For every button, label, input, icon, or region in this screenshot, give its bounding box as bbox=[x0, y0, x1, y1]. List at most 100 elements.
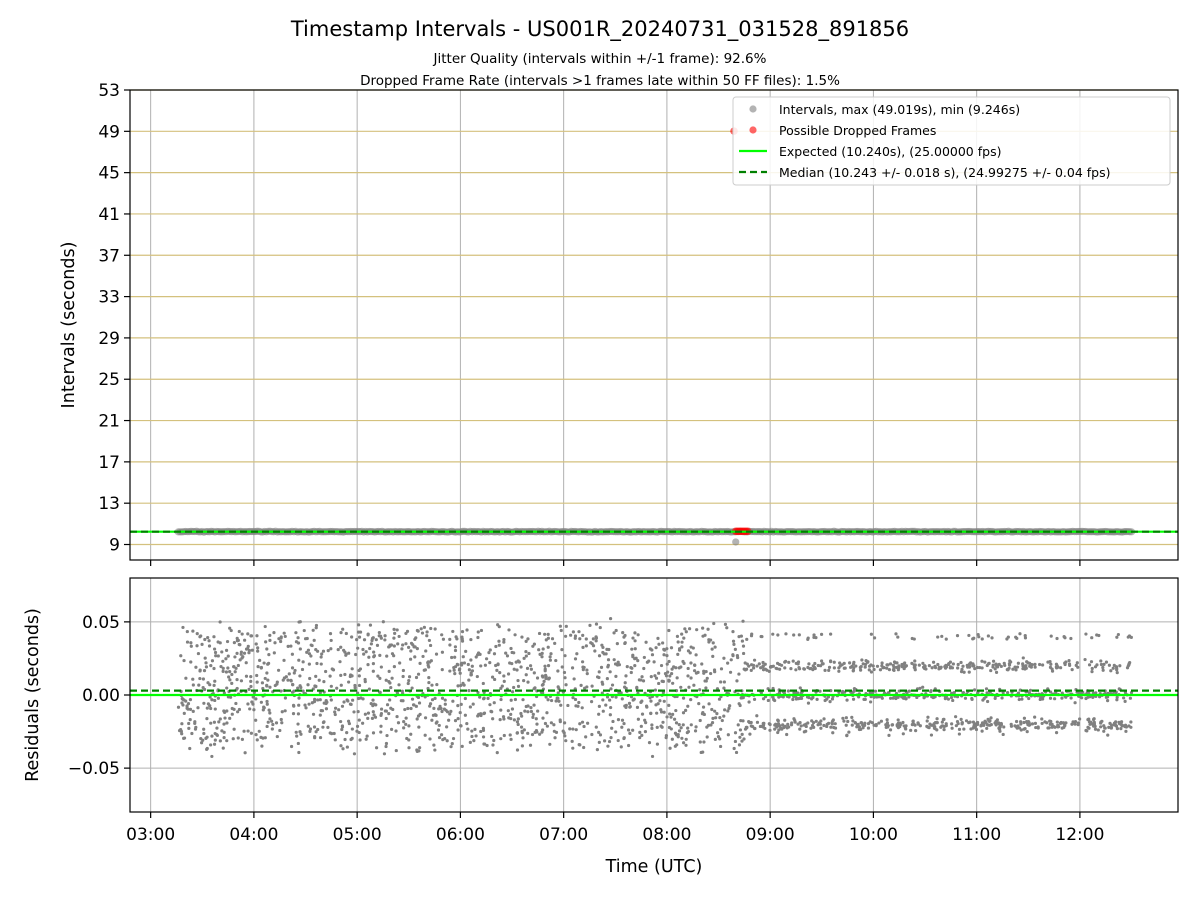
residual-point bbox=[872, 723, 876, 727]
residual-point bbox=[859, 668, 863, 672]
residual-point bbox=[776, 633, 780, 637]
residual-point bbox=[224, 670, 229, 674]
residual-point bbox=[640, 712, 645, 716]
residual-point bbox=[213, 731, 217, 736]
residual-point bbox=[717, 697, 722, 701]
residual-point bbox=[1030, 722, 1035, 726]
intervals-axes-frame bbox=[129, 89, 1179, 561]
residual-point bbox=[1033, 662, 1037, 666]
residual-point bbox=[655, 742, 660, 746]
residual-point bbox=[566, 703, 570, 708]
residual-point bbox=[752, 666, 756, 670]
residual-point bbox=[732, 746, 736, 751]
residual-point bbox=[669, 715, 673, 719]
residual-point bbox=[661, 720, 665, 724]
residuals-reference-lines bbox=[130, 689, 1178, 697]
residual-point bbox=[1106, 698, 1110, 703]
residual-point bbox=[962, 727, 966, 731]
residual-point bbox=[384, 716, 388, 721]
residual-point bbox=[785, 732, 789, 737]
residual-point bbox=[371, 698, 375, 702]
residual-point bbox=[506, 672, 511, 676]
residual-point bbox=[379, 634, 383, 638]
residual-point bbox=[1111, 666, 1115, 670]
residual-point bbox=[1102, 662, 1106, 666]
residual-point bbox=[282, 676, 287, 680]
residual-point bbox=[224, 657, 228, 661]
residual-point bbox=[536, 709, 540, 713]
residual-point bbox=[558, 720, 562, 724]
residual-point bbox=[349, 737, 353, 742]
residual-point bbox=[823, 668, 827, 672]
residual-point bbox=[311, 712, 316, 716]
residual-point bbox=[885, 718, 889, 722]
residual-point bbox=[466, 662, 470, 667]
residual-point bbox=[251, 702, 255, 706]
residual-point bbox=[509, 646, 513, 651]
residual-point bbox=[338, 660, 342, 664]
residual-point bbox=[460, 630, 465, 634]
residual-point bbox=[607, 739, 612, 744]
residual-point bbox=[312, 700, 317, 704]
residual-point bbox=[623, 633, 627, 638]
residual-point bbox=[467, 678, 471, 682]
residual-point bbox=[382, 752, 387, 756]
residual-point bbox=[1101, 668, 1105, 672]
residual-point bbox=[213, 679, 217, 683]
residual-point bbox=[649, 699, 653, 703]
residual-point bbox=[449, 709, 453, 713]
residual-point bbox=[279, 689, 283, 693]
residual-point bbox=[279, 639, 283, 644]
residual-point bbox=[736, 655, 740, 660]
residual-point bbox=[205, 706, 209, 710]
residual-point bbox=[1055, 720, 1059, 724]
residual-point bbox=[628, 705, 632, 709]
residual-point bbox=[357, 623, 361, 627]
residual-point bbox=[878, 668, 883, 672]
residual-point bbox=[236, 663, 240, 668]
residual-point bbox=[1048, 696, 1053, 700]
residual-point bbox=[455, 637, 459, 641]
residual-point bbox=[794, 661, 798, 665]
residual-point bbox=[644, 721, 648, 725]
residual-point bbox=[297, 750, 301, 755]
residual-point bbox=[198, 676, 202, 681]
residual-point bbox=[319, 655, 323, 659]
residual-point bbox=[540, 651, 544, 656]
residual-point bbox=[475, 674, 479, 679]
residual-point bbox=[370, 716, 375, 720]
residual-point bbox=[653, 688, 657, 692]
residual-point bbox=[947, 662, 951, 666]
residual-point bbox=[303, 703, 307, 707]
residual-point bbox=[356, 646, 360, 650]
residual-point bbox=[259, 700, 263, 704]
residual-point bbox=[619, 691, 623, 695]
residual-point bbox=[755, 664, 759, 668]
residual-point bbox=[236, 710, 240, 714]
residual-point bbox=[713, 709, 717, 713]
residual-point bbox=[740, 639, 745, 643]
residual-point bbox=[929, 733, 934, 737]
residual-point bbox=[668, 712, 672, 716]
residual-point bbox=[268, 685, 272, 689]
residual-point bbox=[985, 691, 989, 695]
residual-point bbox=[546, 698, 550, 702]
residual-point bbox=[388, 681, 392, 685]
residual-point bbox=[298, 684, 302, 688]
residual-point bbox=[266, 720, 270, 724]
residual-point bbox=[885, 663, 889, 667]
residual-point bbox=[900, 662, 904, 667]
residual-point bbox=[1049, 719, 1053, 724]
residual-point bbox=[294, 631, 298, 635]
residual-point bbox=[599, 665, 604, 669]
residual-point bbox=[872, 636, 877, 640]
residual-point bbox=[528, 664, 533, 668]
residual-point bbox=[522, 679, 526, 683]
residual-point bbox=[1090, 636, 1094, 640]
residual-point bbox=[559, 628, 563, 633]
residual-point bbox=[784, 632, 788, 636]
residual-point bbox=[768, 722, 772, 727]
residual-point bbox=[252, 708, 256, 712]
residual-point bbox=[706, 627, 710, 631]
residual-point bbox=[913, 659, 917, 663]
